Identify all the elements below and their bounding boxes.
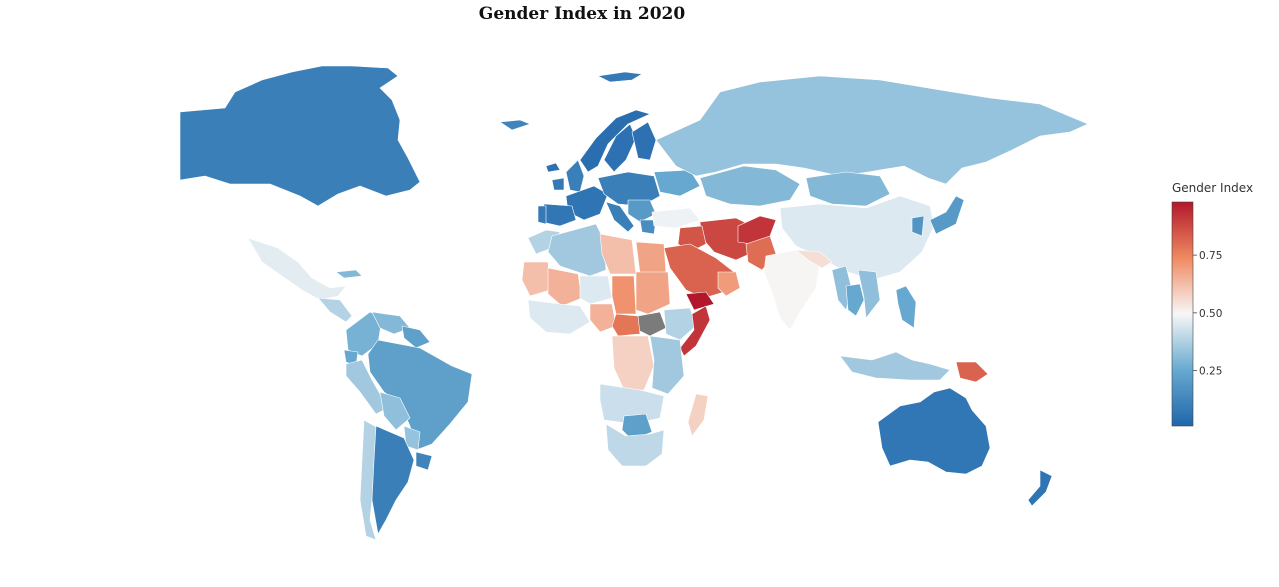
- region-southern-africa[interactable]: Southern Africa: [605, 423, 665, 467]
- region-somalia[interactable]: Somalia: [679, 305, 711, 357]
- region-bolivia[interactable]: Bolivia: [379, 391, 411, 431]
- colorbar: 0.25 0.50 0.75: [1171, 201, 1222, 427]
- region-japan[interactable]: Japan: [929, 195, 965, 235]
- region-yemen[interactable]: Yemen: [685, 291, 715, 311]
- region-sudan[interactable]: Sudan: [635, 271, 671, 315]
- region-venezuela[interactable]: Venezuela: [371, 311, 411, 335]
- region-central-african-republic[interactable]: Central African Republic: [611, 313, 641, 337]
- region-canada[interactable]: Canada: [179, 65, 421, 207]
- region-ireland[interactable]: Ireland: [551, 177, 565, 191]
- region-iceland[interactable]: Iceland: [545, 162, 561, 173]
- region-spain[interactable]: Spain: [541, 203, 577, 227]
- region-turkey[interactable]: Turkey: [651, 207, 701, 229]
- colorbar-tick-label: 0.75: [1199, 250, 1222, 262]
- region-kazakhstan[interactable]: Kazakhstan: [699, 165, 801, 207]
- region-balkans[interactable]: Balkans: [627, 199, 657, 223]
- region-nepal-bangladesh[interactable]: Nepal / Bangladesh: [795, 249, 833, 269]
- region-thailand[interactable]: Thailand: [845, 283, 865, 317]
- region-philippines[interactable]: Philippines: [895, 285, 917, 329]
- region-norway[interactable]: Norway: [579, 109, 651, 173]
- region-libya[interactable]: Libya: [599, 233, 637, 275]
- colorbar-gradient: [1171, 201, 1194, 427]
- region-argentina[interactable]: Argentina: [371, 425, 415, 535]
- region-madagascar[interactable]: Madagascar: [687, 393, 709, 437]
- region-russia[interactable]: Russia: [655, 75, 1089, 185]
- region-new-zealand[interactable]: New Zealand: [1027, 469, 1053, 507]
- region-finland[interactable]: Finland: [631, 121, 657, 161]
- colorbar-tick-label: 0.50: [1199, 308, 1222, 320]
- region-portugal[interactable]: Portugal: [537, 205, 547, 225]
- region-indonesia[interactable]: Indonesia: [839, 351, 951, 381]
- region-kenya-tanzania[interactable]: Kenya / Tanzania: [649, 335, 685, 395]
- region-ethiopia[interactable]: Ethiopia: [663, 307, 697, 341]
- region-central-america[interactable]: Central America: [317, 297, 353, 323]
- colorbar-title: Gender Index: [1172, 181, 1254, 195]
- region-papua-new-guinea[interactable]: Papua New Guinea: [955, 361, 989, 383]
- region-italy[interactable]: Italy: [605, 201, 635, 233]
- region-mali[interactable]: Mali: [547, 267, 583, 307]
- region-guianas[interactable]: Guianas: [401, 325, 431, 349]
- region-brazil[interactable]: Brazil: [367, 339, 473, 451]
- colorbar-tick-label: 0.25: [1199, 366, 1222, 378]
- region-niger[interactable]: Niger: [579, 275, 613, 305]
- region-alaska-usa[interactable]: Alaska (USA): [499, 119, 531, 131]
- region-cuba[interactable]: Cuba: [335, 269, 363, 279]
- region-china[interactable]: China: [779, 195, 935, 281]
- region-oman-uae[interactable]: Oman / UAE: [717, 271, 741, 297]
- chart-title: Gender Index in 2020: [478, 4, 686, 24]
- region-greece[interactable]: Greece: [639, 219, 657, 235]
- region-central-europe[interactable]: Central Europe: [597, 171, 661, 207]
- world-map[interactable]: Canada Greenland Alaska (USA) Iceland Mexico…: [0, 0, 1160, 587]
- region-dr-congo[interactable]: DR Congo: [611, 335, 655, 391]
- region-mauritania[interactable]: Mauritania: [521, 261, 551, 297]
- region-greenland[interactable]: Greenland: [597, 71, 643, 83]
- region-mongolia[interactable]: Mongolia: [805, 171, 891, 207]
- region-australia[interactable]: Australia: [877, 387, 991, 475]
- region-united-kingdom[interactable]: United Kingdom: [565, 159, 585, 193]
- region-algeria[interactable]: Algeria: [547, 223, 607, 277]
- region-paraguay[interactable]: Paraguay: [403, 425, 421, 451]
- region-nigeria[interactable]: Nigeria: [589, 303, 617, 333]
- region-egypt[interactable]: Egypt: [635, 241, 667, 275]
- region-west-africa-coast[interactable]: West Africa Coast: [527, 299, 591, 335]
- region-mexico[interactable]: Mexico: [247, 237, 347, 301]
- region-peru[interactable]: Peru: [345, 359, 389, 415]
- region-chad[interactable]: Chad: [611, 275, 637, 315]
- region-south-sudan[interactable]: South Sudan: [637, 311, 667, 337]
- region-uruguay[interactable]: Uruguay: [415, 451, 433, 471]
- region-korea[interactable]: Korea: [911, 215, 925, 237]
- region-vietnam-laos[interactable]: Vietnam / Laos: [857, 269, 881, 319]
